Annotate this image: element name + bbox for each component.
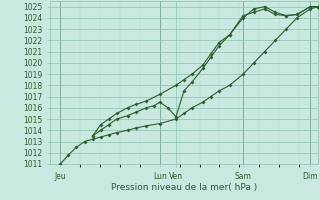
X-axis label: Pression niveau de la mer( hPa ): Pression niveau de la mer( hPa ): [111, 183, 257, 192]
